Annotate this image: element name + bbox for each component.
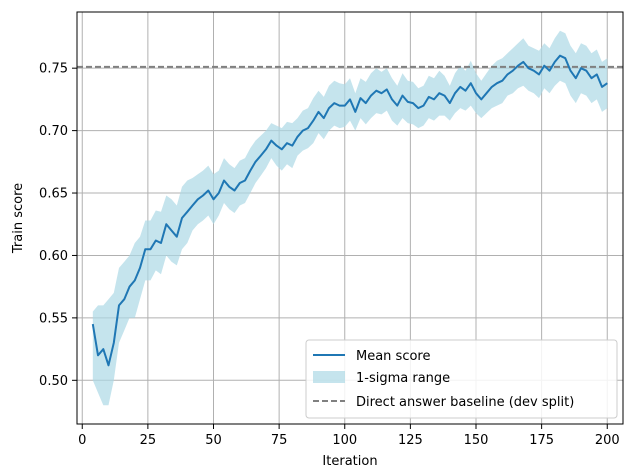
y-tick-label: 0.55 <box>39 311 68 326</box>
x-axis-ticks: 0 25 50 75 100 125 150 175 200 <box>78 424 620 448</box>
sigma-band <box>92 30 608 406</box>
x-tick-label: 150 <box>464 433 489 448</box>
legend-label-mean-score: Mean score <box>356 349 430 364</box>
x-tick-label: 100 <box>332 433 357 448</box>
x-tick-label: 50 <box>205 433 222 448</box>
legend-label-baseline: Direct answer baseline (dev split) <box>356 395 574 410</box>
mean-score-line <box>91 54 608 367</box>
y-axis-ticks: 0.50 0.55 0.60 0.65 0.70 0.75 <box>39 62 77 389</box>
sigma-band-layer <box>92 30 608 406</box>
x-tick-label: 25 <box>140 433 157 448</box>
x-axis-label: Iteration <box>322 454 377 467</box>
legend-box <box>305 339 618 419</box>
x-tick-label: 200 <box>595 433 620 448</box>
y-tick-label: 0.75 <box>39 62 68 77</box>
y-tick-label: 0.70 <box>39 124 68 139</box>
x-tick-label: 75 <box>271 433 288 448</box>
y-tick-label: 0.50 <box>39 374 68 389</box>
y-axis-label: Train score <box>11 183 26 254</box>
mean-line-layer <box>91 54 608 367</box>
legend: Mean score 1-sigma range Direct answer b… <box>305 339 618 419</box>
legend-label-sigma-range: 1-sigma range <box>356 371 450 386</box>
y-tick-label: 0.60 <box>39 249 68 264</box>
x-tick-label: 175 <box>529 433 554 448</box>
legend-swatch-sigma-range <box>313 371 345 383</box>
x-tick-label: 0 <box>78 433 86 448</box>
plot-frame <box>76 11 624 425</box>
x-tick-label: 125 <box>398 433 423 448</box>
y-tick-label: 0.65 <box>39 187 68 202</box>
